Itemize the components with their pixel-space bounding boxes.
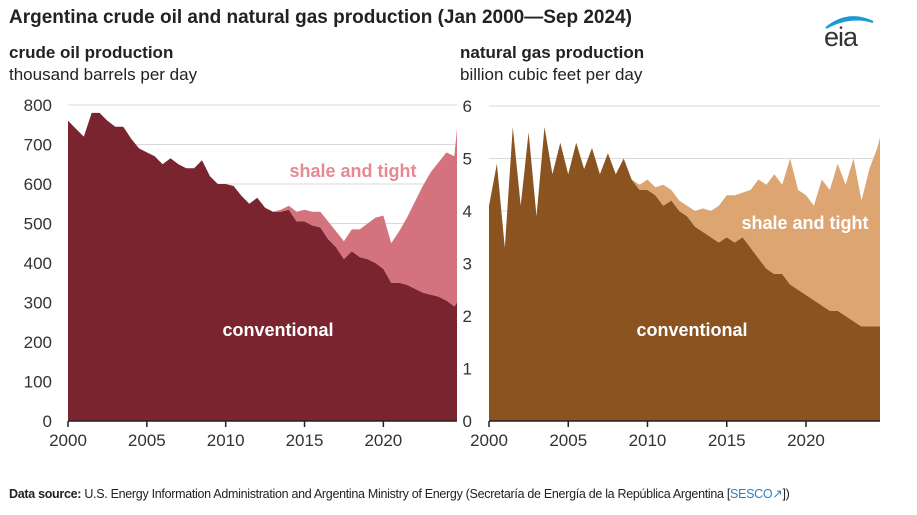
area-shale-and-tight [489, 127, 880, 327]
y-tick-label: 1 [463, 360, 472, 379]
chart-title: Argentina crude oil and natural gas prod… [9, 7, 632, 28]
x-tick-label: 2015 [708, 431, 746, 450]
sesco-link[interactable]: SESCO↗ [730, 487, 783, 501]
x-tick-label: 2005 [128, 431, 166, 450]
oil-chart: 0 100 200 300 400 500 600 700 800 conventional sha… [24, 96, 457, 450]
series-label: shale and tight [741, 213, 868, 233]
data-source-text: U.S. Energy Information Administration a… [84, 487, 731, 501]
y-tick-label: 6 [463, 97, 472, 116]
x-tick-label: 2020 [787, 431, 825, 450]
series-label: shale and tight [289, 161, 416, 181]
y-tick-label: 300 [24, 294, 52, 313]
y-tick-label: 200 [24, 333, 52, 352]
y-tick-label: 2 [463, 307, 472, 326]
oil-chart-title: crude oil production [9, 43, 174, 62]
area-conventional [489, 127, 880, 421]
series-label: conventional [222, 320, 333, 340]
y-tick-label: 5 [463, 150, 472, 169]
x-tick-label: 2000 [470, 431, 508, 450]
y-tick-label: 700 [24, 136, 52, 155]
series-label: conventional [636, 320, 747, 340]
sesco-link-text[interactable]: SESCO [730, 487, 773, 501]
external-link-icon: ↗ [772, 487, 783, 501]
gas-chart-title: natural gas production [460, 43, 645, 62]
gas-chart-units: billion cubic feet per day [460, 65, 643, 84]
y-tick-label: 3 [463, 255, 472, 274]
x-tick-label: 2010 [629, 431, 667, 450]
data-source-end: ]) [782, 487, 790, 501]
y-tick-label: 500 [24, 215, 52, 234]
y-tick-label: 0 [43, 412, 52, 431]
x-tick-label: 2020 [364, 431, 402, 450]
area-shale-and-tight [68, 112, 457, 307]
y-tick-label: 400 [24, 254, 52, 273]
eia-logo: eia [818, 10, 888, 52]
y-tick-label: 4 [463, 202, 472, 221]
x-tick-label: 2000 [49, 431, 87, 450]
gas-chart: 0 1 2 3 4 5 6 conventional shale and tight 2000 20… [463, 97, 880, 450]
area-conventional [68, 112, 457, 422]
y-tick-label: 0 [463, 412, 472, 431]
x-tick-label: 2015 [286, 431, 324, 450]
x-tick-label: 2010 [207, 431, 245, 450]
logo-text: eia [824, 22, 858, 52]
data-source: Data source: U.S. Energy Information Adm… [9, 486, 790, 501]
y-tick-label: 600 [24, 175, 52, 194]
y-tick-label: 100 [24, 373, 52, 392]
oil-chart-units: thousand barrels per day [9, 65, 198, 84]
y-tick-label: 800 [24, 96, 52, 115]
logo-arc [825, 16, 874, 29]
x-tick-label: 2005 [549, 431, 587, 450]
data-source-label: Data source: [9, 487, 82, 501]
